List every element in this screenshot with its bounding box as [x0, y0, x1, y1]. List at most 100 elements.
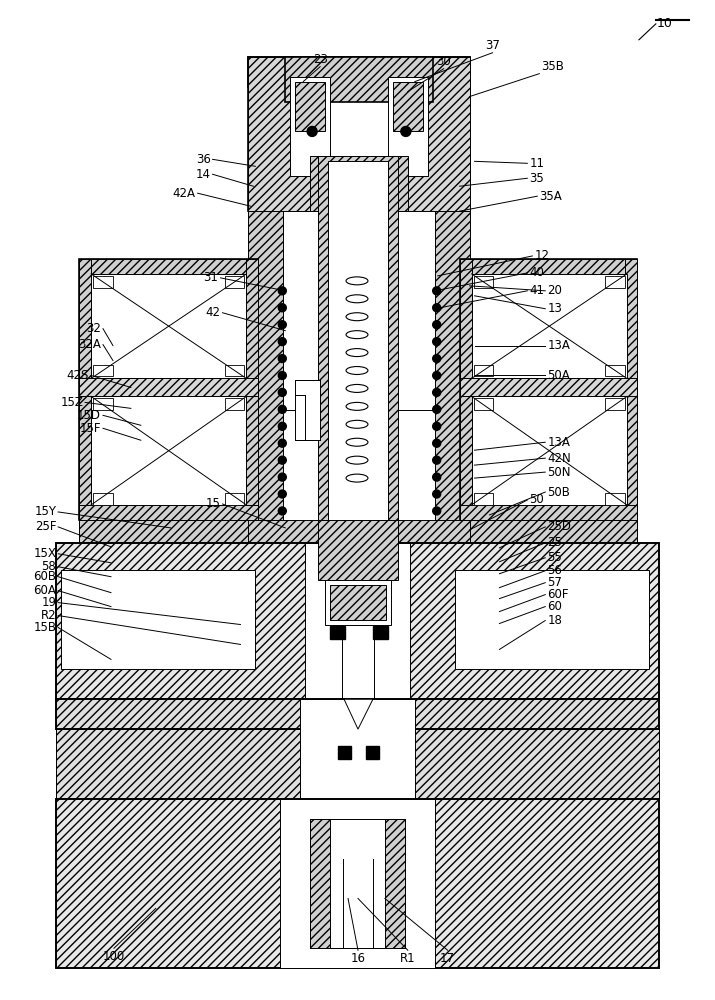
Bar — [91, 274, 247, 378]
Text: 40: 40 — [529, 266, 544, 279]
Text: 15B: 15B — [33, 621, 56, 634]
Circle shape — [278, 405, 286, 413]
Circle shape — [278, 473, 286, 481]
Bar — [605, 493, 625, 505]
Circle shape — [433, 287, 440, 295]
Text: 42: 42 — [205, 306, 220, 319]
Text: 15Z: 15Z — [60, 396, 83, 409]
Text: 12: 12 — [534, 249, 549, 262]
Text: 60F: 60F — [547, 588, 568, 601]
Ellipse shape — [346, 384, 368, 392]
Bar — [470, 520, 637, 570]
Circle shape — [278, 422, 286, 430]
Text: 37: 37 — [485, 39, 500, 52]
Text: 19: 19 — [41, 596, 56, 609]
Text: 50B: 50B — [547, 486, 570, 499]
Text: 57: 57 — [547, 576, 562, 589]
Text: 55: 55 — [547, 551, 562, 564]
Bar — [93, 365, 113, 376]
Circle shape — [433, 405, 440, 413]
Ellipse shape — [346, 402, 368, 410]
Text: 60: 60 — [547, 600, 562, 613]
Circle shape — [433, 355, 440, 363]
Bar — [328, 161, 388, 520]
Circle shape — [278, 338, 286, 346]
Bar — [79, 378, 258, 396]
Bar — [435, 211, 470, 535]
Text: 25: 25 — [547, 536, 562, 549]
Bar — [330, 626, 345, 639]
Text: R2: R2 — [41, 609, 56, 622]
Bar — [366, 746, 379, 759]
Circle shape — [278, 388, 286, 396]
Text: 10: 10 — [657, 17, 673, 30]
Bar — [79, 259, 91, 520]
Bar — [473, 493, 493, 505]
Bar — [318, 156, 398, 525]
Bar — [605, 276, 625, 288]
Bar — [56, 729, 300, 799]
Bar — [393, 82, 423, 131]
Text: 56: 56 — [547, 564, 562, 577]
Circle shape — [433, 304, 440, 312]
Text: 32: 32 — [86, 322, 101, 335]
Text: 25F: 25F — [34, 520, 56, 533]
Bar — [79, 520, 248, 570]
Circle shape — [401, 126, 411, 136]
Circle shape — [278, 490, 286, 498]
Bar — [455, 570, 649, 669]
Bar — [472, 396, 627, 505]
Bar — [56, 799, 659, 968]
Ellipse shape — [346, 420, 368, 428]
Circle shape — [278, 372, 286, 379]
Ellipse shape — [346, 438, 368, 446]
Text: 14: 14 — [196, 168, 211, 181]
Bar — [295, 82, 325, 131]
Bar — [388, 77, 428, 176]
Bar — [342, 625, 374, 704]
Circle shape — [433, 507, 440, 515]
Text: 100: 100 — [103, 950, 125, 963]
Bar — [330, 819, 385, 948]
Bar — [56, 543, 659, 699]
Bar — [280, 799, 435, 968]
Bar — [473, 398, 493, 410]
Text: R1: R1 — [400, 952, 415, 965]
Bar — [325, 580, 391, 625]
Text: 42A: 42A — [172, 187, 196, 200]
Bar — [285, 57, 433, 102]
Bar — [248, 57, 470, 87]
Bar — [415, 729, 659, 799]
Bar — [225, 398, 245, 410]
Ellipse shape — [346, 349, 368, 357]
Text: 13A: 13A — [547, 339, 570, 352]
Bar — [625, 259, 637, 520]
Bar — [79, 505, 258, 520]
Bar — [225, 493, 245, 505]
Text: 23: 23 — [312, 53, 327, 66]
Text: 17: 17 — [440, 952, 455, 965]
Text: 15Y: 15Y — [34, 505, 56, 518]
Text: 50N: 50N — [547, 466, 571, 479]
Bar — [93, 398, 113, 410]
Bar — [79, 259, 258, 520]
Bar — [225, 276, 245, 288]
Circle shape — [433, 439, 440, 447]
Circle shape — [433, 321, 440, 329]
Bar — [405, 57, 470, 211]
Ellipse shape — [346, 474, 368, 482]
Bar — [283, 211, 328, 410]
Bar — [79, 259, 258, 274]
Bar — [330, 585, 386, 620]
Ellipse shape — [346, 295, 368, 303]
Bar — [305, 543, 410, 699]
Text: 16: 16 — [350, 952, 365, 965]
Bar — [310, 156, 408, 211]
Bar — [247, 259, 258, 520]
Circle shape — [278, 287, 286, 295]
Circle shape — [278, 321, 286, 329]
Bar — [93, 276, 113, 288]
Text: 15F: 15F — [79, 422, 101, 435]
Bar — [93, 493, 113, 505]
Ellipse shape — [346, 277, 368, 285]
